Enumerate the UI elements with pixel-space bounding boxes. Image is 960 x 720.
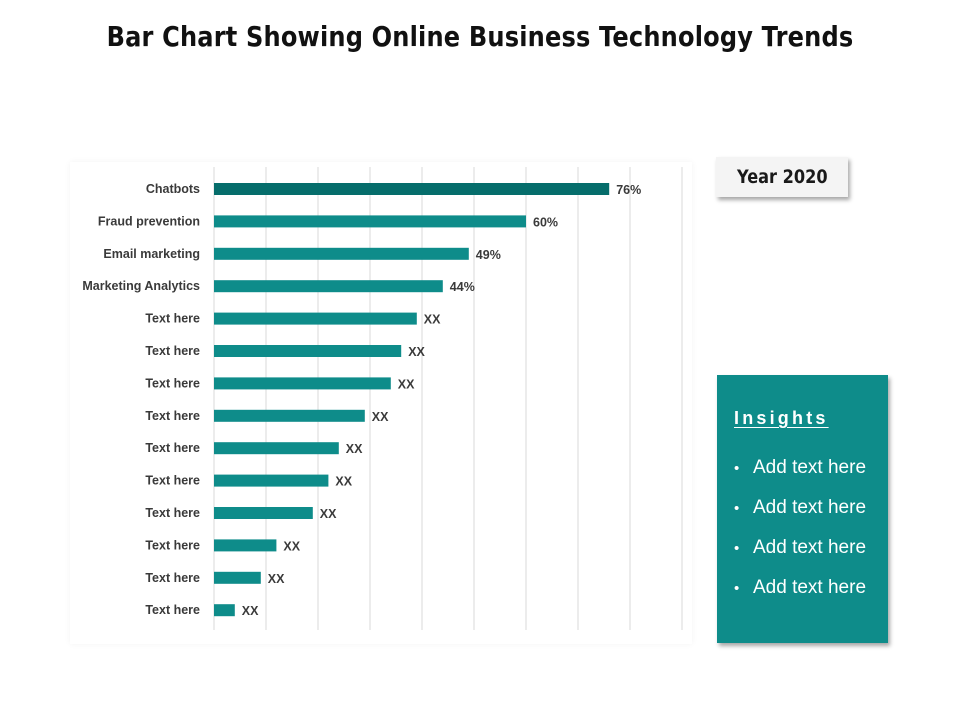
year-badge: Year 2020 — [716, 157, 848, 197]
bar-2 — [214, 247, 469, 260]
data-label: XX — [335, 475, 352, 489]
data-label: XX — [408, 345, 425, 359]
category-label: Chatbots — [146, 182, 200, 196]
data-label: 60% — [533, 215, 558, 229]
bar-6 — [214, 377, 391, 390]
category-label: Text here — [145, 603, 200, 617]
bar-3 — [214, 280, 443, 293]
category-label: Text here — [145, 344, 200, 358]
category-label: Text here — [145, 571, 200, 585]
bar-10 — [214, 507, 313, 519]
bar-9 — [214, 474, 329, 487]
year-label: Year 2020 — [736, 166, 828, 188]
data-label: XX — [372, 410, 389, 424]
category-label: Text here — [145, 474, 200, 488]
data-label: XX — [346, 442, 363, 456]
data-label: XX — [320, 507, 337, 521]
bar-13 — [214, 604, 235, 617]
bar-7 — [214, 409, 365, 422]
category-label: Text here — [145, 538, 200, 552]
data-label: XX — [242, 604, 259, 618]
page-title: Bar Chart Showing Online Business Techno… — [106, 20, 854, 53]
category-label: Marketing Analytics — [82, 279, 200, 293]
bar-chart-svg: Chatbots 76% Fraud prevention 60% Email mark… — [82, 167, 683, 630]
bar-1 — [214, 215, 526, 228]
category-label: Text here — [145, 376, 200, 390]
bar-11 — [214, 539, 277, 552]
data-label: XX — [283, 539, 300, 553]
category-label: Fraud prevention — [98, 214, 200, 228]
insight-bullet: • Add text here — [734, 537, 867, 558]
insight-bullet: • Add text here — [734, 577, 867, 598]
insights-list: • Add text here • Add text here • Add text … — [734, 457, 888, 617]
bar-4 — [214, 312, 417, 325]
bar-chart: Chatbots 76% Fraud prevention 60% Email mark… — [70, 162, 692, 644]
insight-bullet: • Add text here — [734, 497, 867, 518]
data-label: 44% — [450, 280, 475, 294]
category-label: Email marketing — [103, 247, 200, 261]
category-label: Text here — [145, 506, 200, 520]
category-label: Text here — [145, 441, 200, 455]
bar-0 — [214, 183, 610, 195]
bar-12 — [214, 571, 261, 584]
insights-title: Insights — [734, 408, 829, 428]
data-label: XX — [268, 572, 285, 586]
data-label: 49% — [476, 248, 501, 262]
data-label: XX — [424, 313, 441, 327]
category-label: Text here — [145, 409, 200, 423]
data-label: XX — [398, 377, 415, 391]
data-label: 76% — [616, 183, 641, 197]
insights-panel: Insights • Add text here • Add text here •… — [717, 375, 888, 643]
insight-bullet: • Add text here — [734, 457, 867, 478]
bar-5 — [214, 345, 402, 357]
category-label: Text here — [145, 312, 200, 326]
bar-8 — [214, 442, 339, 455]
